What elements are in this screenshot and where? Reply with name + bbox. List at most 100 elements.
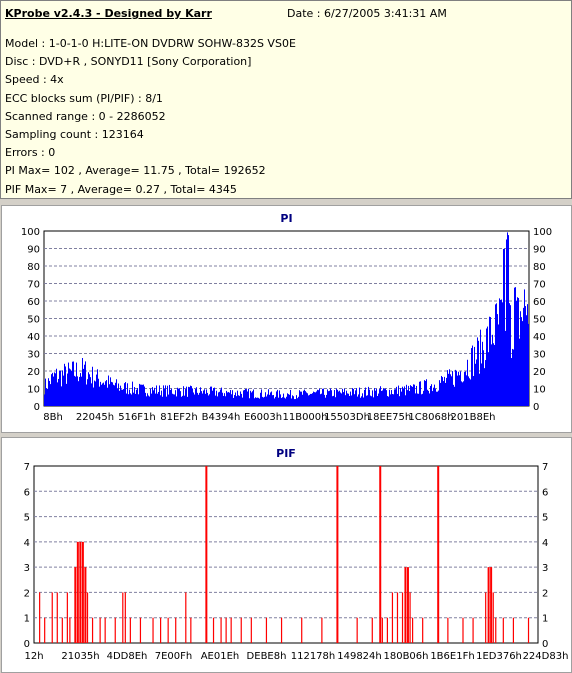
pi-bar	[209, 394, 210, 406]
pi-bar	[85, 361, 86, 406]
pi-bar	[283, 393, 284, 406]
pif-bar	[265, 617, 268, 643]
pi-bar	[412, 386, 413, 406]
pi-bar	[389, 389, 390, 406]
pi-bar	[478, 340, 479, 406]
pi-bar	[147, 393, 148, 406]
pi-bar	[127, 383, 128, 406]
y-tick-label-right: 1	[542, 614, 548, 625]
pi-bar	[149, 396, 150, 406]
x-tick-label: 4DD8Eh	[107, 651, 148, 662]
x-tick-label: 12h	[24, 651, 43, 662]
pi-bar	[154, 387, 155, 406]
pi-bar	[390, 394, 391, 406]
pi-bar	[292, 395, 293, 406]
x-tick-label: 15503Dh	[324, 412, 370, 423]
pi-bar	[99, 386, 100, 406]
pif-bar	[86, 592, 89, 643]
y-tick-label-right: 70	[533, 280, 546, 291]
pif-bar	[301, 617, 303, 643]
pi-bar	[455, 369, 456, 406]
pi-bar	[213, 388, 214, 406]
pi-bar	[186, 386, 187, 406]
pi-bar	[524, 289, 525, 406]
pi-bar	[198, 394, 199, 406]
pi-bar	[84, 364, 85, 406]
pif-bar	[74, 567, 77, 643]
pi-bar	[137, 388, 138, 406]
pi-bar	[74, 375, 75, 406]
pi-bar	[473, 376, 474, 406]
pif-bar	[379, 466, 382, 643]
pi-bar	[82, 358, 83, 406]
pi-bar	[522, 321, 523, 406]
pi-bar	[441, 375, 442, 406]
pif-bar	[212, 617, 215, 643]
pi-bar	[525, 306, 526, 406]
pi-bar	[133, 392, 134, 406]
pi-bar	[383, 388, 384, 406]
pi-bar	[369, 389, 370, 406]
pi-bar	[210, 386, 211, 406]
pi-bar	[87, 379, 88, 406]
pi-bar	[107, 387, 108, 406]
pi-bar	[229, 392, 230, 406]
pi-bar	[208, 395, 209, 406]
chart-title: PI	[280, 212, 292, 225]
pif-bar	[240, 617, 242, 643]
pi-bar	[322, 388, 323, 406]
info-lines: Model : 1-0-1-0 H:LITE-ON DVDRW SOHW-832…	[5, 35, 296, 199]
pi-bar	[456, 370, 457, 406]
pi-bar	[100, 381, 101, 406]
pi-bar	[446, 377, 447, 406]
pif-bar	[437, 466, 440, 643]
pi-bar	[58, 378, 59, 406]
pi-bar	[299, 390, 300, 406]
y-tick-label-right: 3	[542, 563, 548, 574]
pi-bar	[403, 388, 404, 406]
pi-bar	[398, 385, 399, 406]
pi-bar	[381, 390, 382, 406]
pif-bar	[220, 617, 222, 643]
pi-bar	[301, 391, 302, 406]
pi-bar	[276, 391, 277, 406]
pi-bar	[439, 380, 440, 406]
pi-bar	[368, 386, 369, 406]
pi-bar	[258, 397, 259, 406]
pi-bar	[197, 392, 198, 406]
pi-bar	[406, 384, 407, 406]
x-tick-label: 1ED376h	[476, 651, 522, 662]
pi-bar	[102, 383, 103, 406]
pi-bar	[376, 388, 377, 406]
y-tick-label-right: 10	[533, 385, 546, 396]
pi-bar	[353, 388, 354, 406]
pi-bar	[132, 381, 133, 406]
pi-bar	[202, 393, 203, 406]
y-tick-label-right: 4	[542, 538, 548, 549]
y-tick-label-right: 90	[533, 245, 546, 256]
pi-bar	[461, 381, 462, 406]
info-model: Model : 1-0-1-0 H:LITE-ON DVDRW SOHW-832…	[5, 37, 296, 50]
pi-bar	[293, 396, 294, 406]
x-tick-label: 21035h	[61, 651, 99, 662]
pif-bar	[472, 617, 474, 643]
pi-bar	[471, 348, 472, 406]
pi-bar	[158, 391, 159, 406]
y-tick-label-left: 7	[24, 462, 30, 473]
pi-bar	[78, 381, 79, 406]
pi-bar	[203, 390, 204, 406]
pi-bar	[432, 391, 433, 406]
info-scanned-range: Scanned range : 0 - 2286052	[5, 109, 166, 123]
pi-bar	[393, 394, 394, 406]
pif-bar	[280, 617, 283, 643]
pi-bar	[503, 248, 504, 406]
pi-bar	[528, 323, 529, 406]
pif-bar	[69, 617, 71, 643]
y-tick-label-left: 90	[27, 245, 40, 256]
pi-bar	[501, 299, 502, 406]
pi-bar	[125, 382, 126, 406]
pi-bar	[407, 390, 408, 406]
pif-bar	[91, 617, 94, 643]
pi-bar	[329, 390, 330, 406]
pi-bar	[172, 393, 173, 406]
